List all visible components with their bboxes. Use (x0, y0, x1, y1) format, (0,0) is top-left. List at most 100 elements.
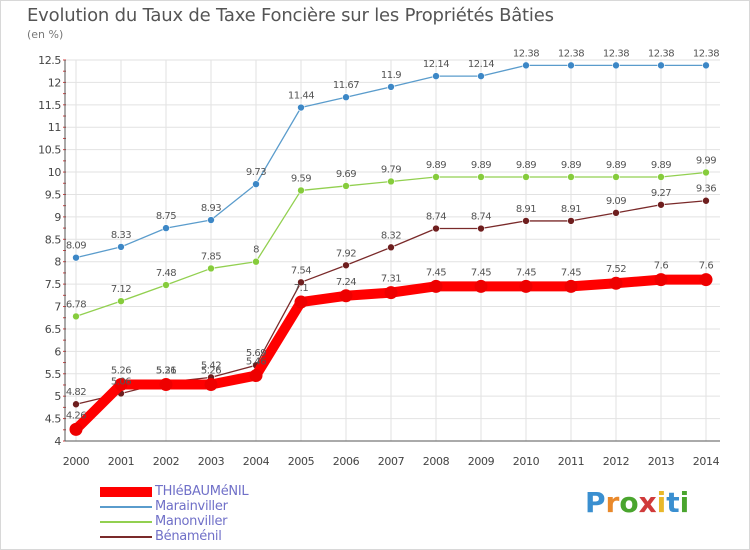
data-point-thiebaumenil (339, 289, 353, 303)
x-tick-label: 2007 (378, 455, 405, 468)
x-tick-label: 2014 (693, 455, 720, 468)
data-point-benamenil (387, 243, 395, 252)
data-label-thiebaumenil: 5.26 (111, 366, 131, 377)
x-tick-label: 2013 (648, 455, 675, 468)
data-point-thiebaumenil (69, 422, 83, 436)
data-point-manonviller (252, 257, 260, 266)
data-point-manonviller (522, 173, 530, 181)
data-labels: 8.09 8.33 8.75 8.93 9.73 11.44 11.67 11.9 12.14 1… (66, 48, 720, 421)
data-label-benamenil: 7.92 (336, 248, 356, 259)
data-label-thiebaumenil: 7.1 (294, 283, 309, 294)
data-point-manonviller (297, 186, 305, 195)
data-point-marainviller (207, 216, 215, 224)
data-point-manonviller (342, 182, 350, 190)
y-tick-label: 4.5 (45, 413, 62, 426)
data-label-thiebaumenil: 5.26 (201, 366, 221, 377)
data-label-manonviller: 9.89 (606, 160, 626, 171)
data-label-thiebaumenil: 7.52 (606, 264, 626, 275)
logo-letter: i (679, 486, 690, 519)
x-tick-label: 2008 (423, 455, 450, 468)
data-label-manonviller: 9.89 (561, 160, 581, 171)
data-label-manonviller: 8 (253, 245, 259, 256)
data-label-thiebaumenil: 5.26 (156, 366, 176, 377)
data-label-benamenil: 8.74 (426, 212, 446, 223)
data-label-manonviller: 9.79 (381, 164, 401, 175)
data-label-benamenil: 8.91 (516, 204, 536, 215)
data-label-marainviller: 9.73 (246, 167, 266, 178)
data-point-marainviller (432, 72, 440, 80)
logo-letter: r (605, 486, 620, 519)
y-tick-label: 10 (48, 166, 62, 179)
data-point-thiebaumenil (429, 279, 443, 293)
data-label-marainviller: 12.38 (648, 48, 674, 59)
data-label-marainviller: 12.14 (423, 59, 449, 70)
data-point-benamenil (702, 196, 710, 205)
data-label-manonviller: 7.85 (201, 251, 221, 262)
data-label-manonviller: 9.89 (471, 160, 491, 171)
data-point-benamenil (522, 217, 530, 225)
data-label-thiebaumenil: 5.46 (246, 357, 266, 368)
data-label-manonviller: 7.48 (156, 268, 176, 279)
logo-letter: x (638, 486, 657, 519)
data-label-benamenil: 9.27 (651, 188, 671, 199)
data-label-marainviller: 12.14 (468, 59, 494, 70)
y-tick-label: 5 (54, 390, 61, 403)
legend-label: Manonviller (155, 514, 228, 529)
data-point-thiebaumenil (249, 369, 263, 383)
data-point-thiebaumenil (474, 279, 488, 293)
data-point-marainviller (387, 83, 395, 91)
data-point-marainviller (612, 61, 620, 70)
logo-letter: i (656, 486, 667, 519)
y-tick-label: 9.5 (45, 188, 62, 201)
data-label-marainviller: 11.9 (381, 70, 401, 81)
x-tick-label: 2001 (108, 455, 134, 468)
x-tick-label: 2010 (513, 455, 540, 468)
data-point-benamenil (72, 400, 80, 409)
data-label-manonviller: 9.89 (651, 160, 671, 171)
data-point-marainviller (72, 253, 80, 262)
y-tick-label: 10.5 (38, 144, 61, 157)
data-point-marainviller (162, 224, 170, 232)
data-point-thiebaumenil (699, 273, 713, 287)
legend-swatch (100, 506, 152, 508)
data-point-manonviller (702, 168, 710, 177)
logo-letter: o (619, 486, 639, 519)
x-tick-label: 2003 (198, 455, 225, 468)
data-label-benamenil: 8.74 (471, 212, 491, 223)
legend-swatch (100, 487, 152, 497)
data-point-manonviller (612, 173, 620, 181)
data-point-manonviller (432, 173, 440, 181)
data-label-thiebaumenil: 7.45 (471, 267, 491, 278)
line-chart: 4 4.5 5 5.5 6 6.5 7 7.5 8 8.5 9 9.5 10 10.5 11 11.5 12 12… (38, 48, 720, 468)
data-point-manonviller (162, 281, 170, 289)
data-label-marainviller: 8.75 (156, 211, 176, 222)
data-label-thiebaumenil: 7.6 (654, 261, 669, 272)
data-label-benamenil: 8.91 (561, 204, 581, 215)
data-label-manonviller: 9.59 (291, 173, 311, 184)
data-point-manonviller (657, 173, 665, 181)
data-point-thiebaumenil (564, 279, 578, 293)
data-label-marainviller: 12.38 (558, 48, 584, 59)
data-label-thiebaumenil: 7.45 (516, 267, 536, 278)
y-tick-label: 8.5 (45, 233, 62, 246)
data-label-manonviller: 9.69 (336, 169, 356, 180)
data-point-thiebaumenil (654, 273, 668, 287)
data-label-benamenil: 4.82 (66, 387, 86, 398)
data-point-marainviller (342, 93, 350, 102)
y-tick-label: 12.5 (38, 54, 61, 67)
data-label-marainviller: 12.38 (603, 48, 629, 59)
data-point-manonviller (477, 173, 485, 181)
data-label-benamenil: 9.36 (696, 184, 716, 195)
data-point-marainviller (522, 61, 530, 70)
y-tick-label: 11.5 (38, 99, 61, 112)
data-label-manonviller: 9.99 (696, 156, 716, 167)
data-label-thiebaumenil: 7.6 (699, 261, 714, 272)
data-point-thiebaumenil (159, 378, 173, 392)
logo-letter: t (666, 486, 680, 519)
data-point-manonviller (72, 312, 80, 321)
x-tick-label: 2005 (288, 455, 315, 468)
y-tick-label: 4 (54, 435, 61, 448)
x-tick-label: 2002 (153, 455, 179, 468)
x-tick-label: 2012 (603, 455, 629, 468)
data-point-manonviller (207, 264, 215, 273)
